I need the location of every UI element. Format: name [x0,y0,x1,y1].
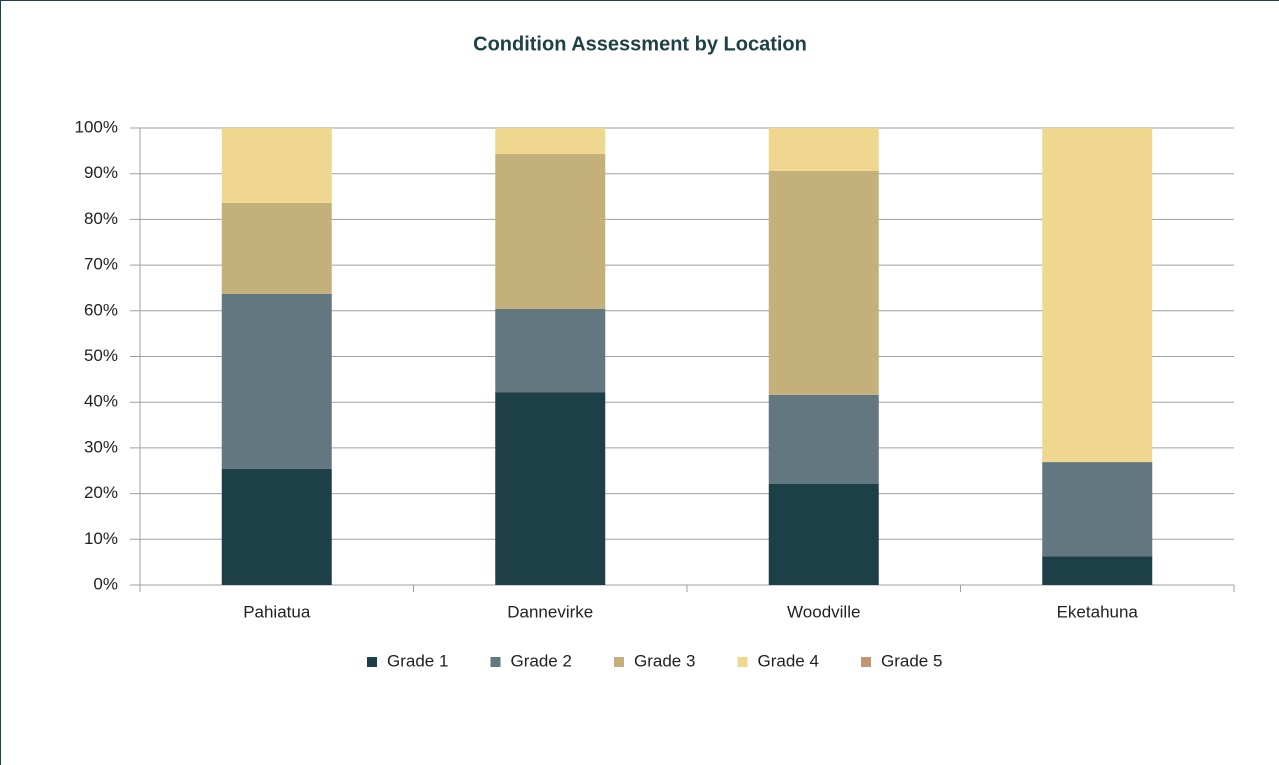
y-tick-label: 20% [84,483,118,502]
bar-segment [1042,128,1153,463]
bar-segment [221,128,332,203]
bar-segment [495,308,606,393]
x-tick-label: Eketahuna [1057,602,1139,621]
chart-title: Condition Assessment by Location [473,33,807,55]
bar-segment [221,293,332,469]
y-tick-label: 90% [84,163,118,182]
bar-segment [768,394,879,485]
bar-segment [221,202,332,294]
bar-segment [768,170,879,395]
bar-segment [1042,556,1153,585]
y-tick-label: 30% [84,437,118,456]
bar-segment [495,128,606,155]
bar-segment [768,484,879,585]
legend-label: Grade 1 [387,651,448,670]
y-tick-label: 0% [93,574,118,593]
legend-swatch [490,657,501,667]
bar-segment [495,392,606,585]
legend-label: Grade 3 [634,651,695,670]
bar-segment [221,468,332,585]
x-tick-label: Woodville [787,602,860,621]
bar-segment [768,128,879,171]
legend-label: Grade 5 [881,651,942,670]
legend-swatch [367,657,377,667]
bar-segment [1042,462,1153,557]
legend-swatch [861,657,871,667]
y-tick-label: 100% [75,117,118,136]
x-tick-label: Pahiatua [243,602,311,621]
y-tick-label: 60% [84,300,118,319]
y-tick-label: 70% [84,255,118,274]
legend-swatch [737,657,748,667]
y-tick-label: 40% [84,392,118,411]
y-tick-label: 50% [84,346,118,365]
x-tick-label: Dannevirke [507,602,593,621]
legend-label: Grade 2 [511,651,572,670]
legend-label: Grade 4 [758,651,819,670]
legend-swatch [614,657,624,667]
y-tick-label: 80% [84,209,118,228]
bar-segment [495,154,606,309]
y-tick-label: 10% [84,529,118,548]
